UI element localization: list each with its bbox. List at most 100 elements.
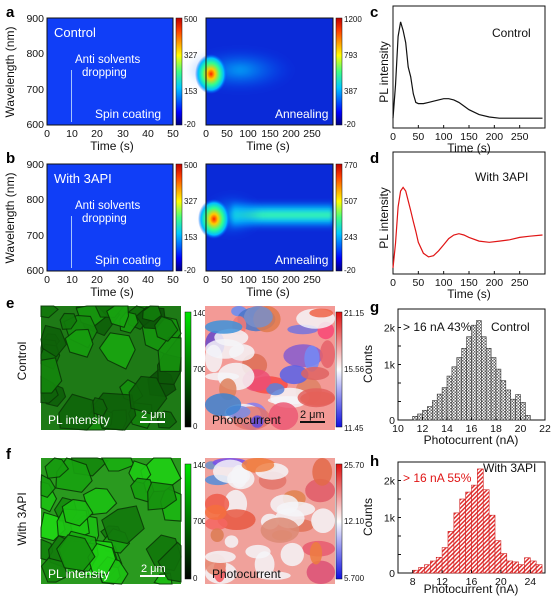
histogram-bar <box>431 400 438 421</box>
grain <box>106 305 130 328</box>
spin-colorbar-a <box>175 17 183 126</box>
histogram-bar <box>510 398 516 421</box>
panel-label-c: c <box>370 4 378 21</box>
cbar-tick: 12.10 <box>344 517 365 526</box>
time-tick: 250 <box>303 128 321 140</box>
grain <box>61 498 94 527</box>
histogram-bar <box>466 336 472 421</box>
wl-tick: 800 <box>26 194 44 206</box>
pc-map-3api: Photocurrent <box>205 458 335 584</box>
heatmap-fade <box>47 164 173 271</box>
histogram-bar <box>456 357 462 421</box>
pc-region <box>241 458 275 472</box>
anneal-colorbar-b <box>335 163 343 272</box>
sample-label: With 3API <box>54 171 112 186</box>
grain <box>157 541 182 583</box>
pc-region <box>311 508 335 533</box>
cbar-tick: 0 <box>193 422 198 431</box>
time-tick: 30 <box>117 128 129 140</box>
time-tick: 100 <box>239 274 257 286</box>
grain <box>44 457 70 479</box>
pc-region <box>312 458 333 486</box>
histogram-bar <box>529 560 537 574</box>
grain <box>40 474 56 499</box>
x-tick-label: 50 <box>412 277 424 289</box>
time-tick: 10 <box>66 274 78 286</box>
pl-curve-control <box>392 21 543 119</box>
time-axis-label: Time (s) <box>90 285 134 299</box>
pc-region <box>270 494 299 515</box>
cbar-tick: 700 <box>193 365 207 374</box>
cbar-tick: 5.700 <box>344 574 365 583</box>
cbar-tick: 700 <box>193 517 207 526</box>
grain <box>98 332 136 370</box>
cbar-tick: 15.56 <box>344 365 365 374</box>
cbar-tick: 1400 <box>193 309 211 318</box>
legend-label: With 3API <box>483 461 536 475</box>
histogram-bar <box>524 557 531 574</box>
pc-region <box>205 339 245 359</box>
pc-map-label: Photocurrent <box>212 567 281 581</box>
grain <box>147 481 178 511</box>
x-tick-label: 12 <box>417 423 429 435</box>
grain <box>58 393 96 431</box>
pc-colorbar-f <box>335 463 343 580</box>
x-tick-label: 18 <box>490 423 502 435</box>
anti-solvents-line2: dropping <box>82 67 127 79</box>
histogram-bar <box>506 560 513 574</box>
histogram-bar <box>441 387 448 421</box>
annotation: > 16 nA 55% <box>403 471 472 485</box>
histogram-bar <box>485 348 492 421</box>
x-tick-label: 16 <box>466 423 478 435</box>
histogram-bar <box>424 564 431 574</box>
panel-label-g: g <box>370 299 379 316</box>
x-tick-label: 20 <box>495 576 507 588</box>
anti-solvents-line1: Anti solvents <box>75 54 140 66</box>
histogram-bar <box>446 375 453 421</box>
x-tick-label: 200 <box>486 131 504 143</box>
histogram-bar <box>418 567 425 574</box>
time-tick: 50 <box>221 274 233 286</box>
chart-d-pl-3api: With 3API PL intensity Time (s) 0 50 100 15… <box>377 151 546 301</box>
time-tick: 0 <box>44 128 50 140</box>
time-tick: 30 <box>117 274 129 286</box>
histogram-bar <box>500 380 507 421</box>
histogram-bar <box>471 324 477 421</box>
histogram-bar <box>435 556 443 574</box>
panel-b-anneal-heatmap: Annealing <box>198 163 334 272</box>
pc-region <box>205 393 242 417</box>
pc-region <box>205 320 243 334</box>
x-axis-label: Photocurrent (nA) <box>424 433 519 447</box>
x-tick-label: 10 <box>392 423 404 435</box>
grain <box>101 505 145 545</box>
time-tick: 10 <box>66 128 78 140</box>
histogram-bar <box>494 540 502 574</box>
legend-label: With 3API <box>475 170 528 184</box>
x-tick-label: 100 <box>435 277 453 289</box>
y-axis-label: Counts <box>361 498 375 536</box>
grain <box>64 328 94 358</box>
grain <box>100 457 135 472</box>
pc-region <box>260 517 300 543</box>
wl-tick: 700 <box>26 84 44 96</box>
time-tick: 50 <box>221 128 233 140</box>
cbar-tick: 25.70 <box>344 461 365 470</box>
pc-region <box>244 306 273 328</box>
pc-region <box>210 528 224 542</box>
cbar-tick: 500 <box>184 161 198 170</box>
y-tick-label: 2k <box>384 323 396 335</box>
pc-region <box>297 388 335 408</box>
panel-label-a: a <box>6 4 15 21</box>
pl-map-label: PL intensity <box>48 413 110 427</box>
wl-tick: 600 <box>26 265 44 277</box>
wl-tick: 700 <box>26 230 44 242</box>
x-axis-label: Photocurrent (nA) <box>424 582 519 596</box>
cbar-tick: 770 <box>344 161 358 170</box>
pc-region <box>305 478 335 503</box>
time-axis-label: Time (s) <box>90 139 134 153</box>
cbar-tick: -20 <box>344 120 356 129</box>
pc-map-control: Photocurrent 2 μm <box>205 306 335 431</box>
pc-region <box>224 535 239 548</box>
histogram-bar <box>453 512 461 574</box>
pc-regions <box>205 458 335 584</box>
